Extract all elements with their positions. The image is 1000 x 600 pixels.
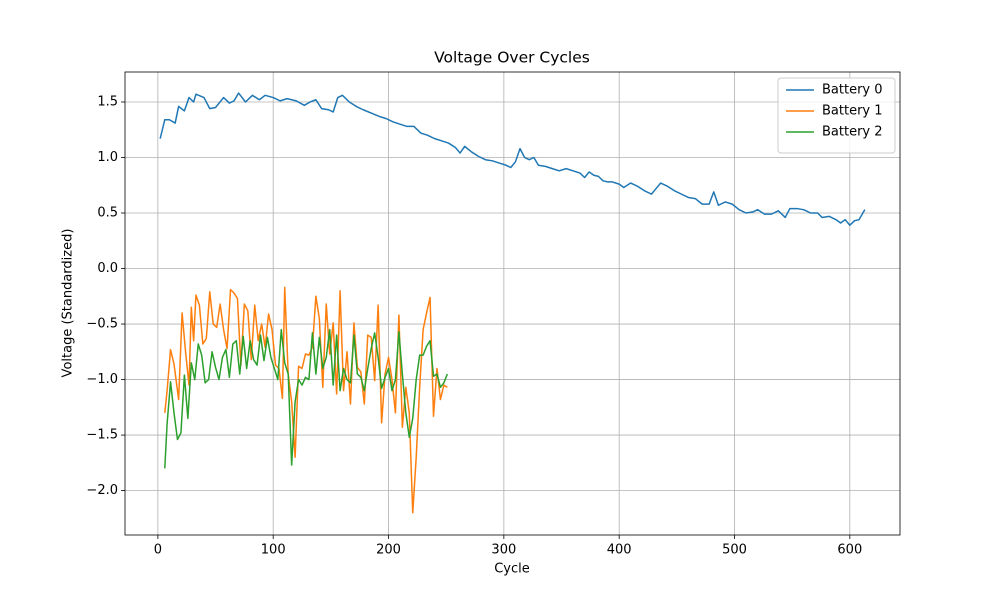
x-tick-label: 600 — [837, 543, 862, 558]
y-tick-label: 0.5 — [97, 206, 118, 221]
plot-frame — [124, 71, 901, 536]
x-tick-label: 400 — [607, 543, 632, 558]
legend-label: Battery 2 — [822, 125, 883, 140]
legend-label: Battery 1 — [822, 104, 883, 119]
y-tick-label: −1.0 — [86, 372, 118, 387]
x-tick-label: 0 — [154, 543, 162, 558]
x-axis-label: Cycle — [494, 562, 530, 577]
y-tick-label: −0.5 — [86, 317, 118, 332]
x-tick-label: 100 — [261, 543, 286, 558]
legend-label: Battery 0 — [822, 83, 883, 98]
x-tick-label: 200 — [376, 543, 401, 558]
y-tick-label: 0.0 — [97, 261, 118, 276]
x-tick-label: 500 — [722, 543, 747, 558]
y-axis-label: Voltage (Standardized) — [61, 229, 76, 378]
legend-box — [777, 77, 896, 154]
chart-title: Voltage Over Cycles — [434, 49, 590, 67]
y-tick-label: 1.0 — [97, 150, 118, 165]
series-line — [159, 92, 866, 226]
legend: Battery 0 Battery 1 Battery 2 — [777, 77, 896, 154]
x-tick-label: 300 — [491, 543, 516, 558]
y-tick-label: −2.0 — [86, 483, 118, 498]
y-tick-label: −1.5 — [86, 428, 118, 443]
y-tick-label: 1.5 — [97, 94, 118, 109]
series-line — [164, 328, 449, 469]
